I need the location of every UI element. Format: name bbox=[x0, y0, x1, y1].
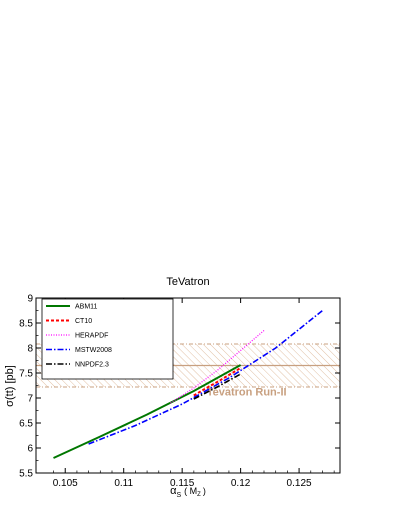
y-tick-label: 8 bbox=[27, 344, 33, 355]
legend-label: NNPDF2.3 bbox=[75, 362, 109, 369]
x-axis-label: αS( MZ) bbox=[170, 485, 206, 499]
legend-label: ABM11 bbox=[75, 304, 98, 311]
x-tick-label: 0.11 bbox=[114, 478, 133, 489]
x-tick-label: 0.105 bbox=[53, 478, 78, 489]
y-axis: 5.5 6 6.5 7 7.5 8 8.5 9 bbox=[19, 294, 340, 480]
chart-title: TeVatron bbox=[166, 276, 209, 288]
legend-label: MSTW2008 bbox=[75, 347, 112, 354]
y-tick-label: 6 bbox=[27, 444, 33, 455]
legend-label: HERAPDF bbox=[75, 333, 108, 340]
series-line-ct10 bbox=[193, 367, 242, 397]
x-tick-label: 0.125 bbox=[287, 478, 312, 489]
x-axis-label-arg-sub: Z bbox=[197, 492, 201, 498]
series-line-mstw2008 bbox=[88, 309, 324, 445]
y-tick-label: 7 bbox=[27, 394, 33, 405]
y-tick-label: 9 bbox=[27, 294, 33, 305]
y-tick-label: 7.5 bbox=[19, 369, 33, 380]
series-line-herapdf bbox=[170, 330, 265, 404]
y-tick-label: 5.5 bbox=[19, 469, 33, 480]
y-tick-label: 6.5 bbox=[19, 419, 33, 430]
x-axis-label-sub: S bbox=[177, 492, 182, 499]
series-line-abm11 bbox=[53, 364, 242, 459]
legend: ABM11 CT10 HERAPDF MSTW2008 NNPDF2.3 bbox=[41, 298, 174, 380]
band-label: Tevatron Run-II bbox=[207, 387, 287, 399]
series-line-nnpdf2-3 bbox=[193, 373, 241, 400]
x-tick-label: 0.115 bbox=[170, 478, 195, 489]
y-axis-label: σ(tt) [pb] bbox=[4, 365, 16, 407]
legend-box bbox=[41, 298, 174, 380]
x-axis-label-arg: ( M bbox=[184, 486, 197, 496]
legend-label: CT10 bbox=[75, 318, 92, 325]
series-layer bbox=[53, 309, 324, 459]
x-tick-label: 0.12 bbox=[231, 478, 251, 489]
x-axis-label-close: ) bbox=[203, 486, 206, 496]
x-axis-label-alpha: α bbox=[170, 485, 177, 497]
y-tick-label: 8.5 bbox=[19, 319, 33, 330]
